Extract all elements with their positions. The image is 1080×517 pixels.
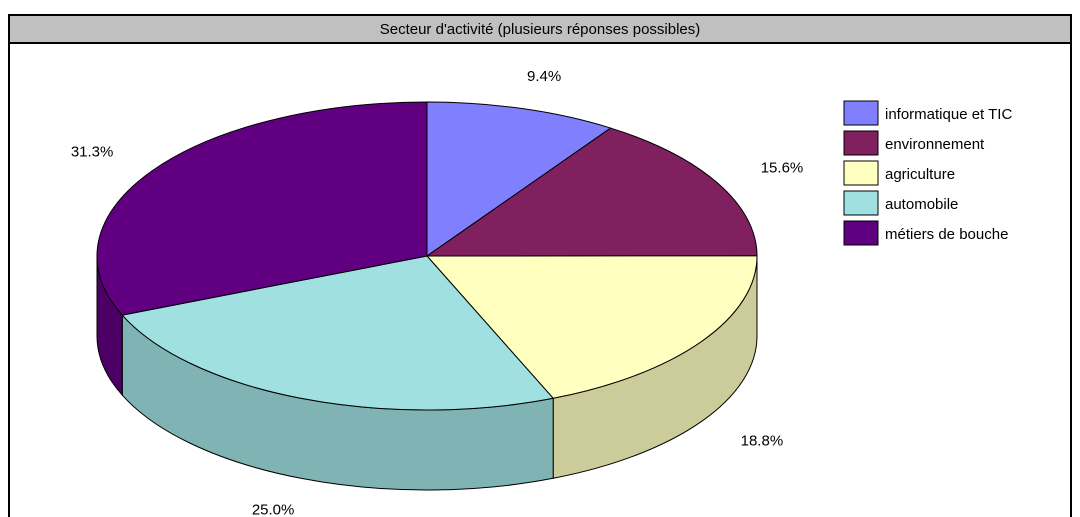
data-label-metiers-de-bouche: 31.3% [71, 144, 114, 161]
data-label-informatique-et-tic: 9.4% [527, 68, 561, 85]
data-label-agriculture: 18.8% [741, 432, 784, 449]
legend-label-metiers-de-bouche: métiers de bouche [885, 226, 1008, 243]
pie-slice-environnement [425, 127, 758, 257]
legend-label-automobile: automobile [885, 196, 958, 213]
data-label-automobile: 25.0% [252, 502, 295, 517]
chart-title: Secteur d'activité (plusieurs réponses p… [10, 16, 1070, 44]
data-label-environnement: 15.6% [761, 159, 804, 176]
legend-label-informatique-et-tic: informatique et TIC [885, 106, 1012, 123]
legend-swatch-agriculture [843, 160, 879, 186]
legend-swatch-informatique-et-tic [843, 100, 879, 126]
pie-slice-informatique-et-tic [426, 101, 612, 257]
legend-swatch-automobile [843, 190, 879, 216]
legend-label-environnement: environnement [885, 136, 985, 153]
legend-swatch-environnement [843, 130, 879, 156]
pie-slice-metiers-de-bouche [96, 101, 428, 316]
pie-slice-agriculture [425, 255, 758, 399]
legend-swatch-metiers-de-bouche [843, 220, 879, 246]
legend-label-agriculture: agriculture [885, 166, 955, 183]
legend: informatique et TIC environnement agricult… [843, 100, 1012, 246]
